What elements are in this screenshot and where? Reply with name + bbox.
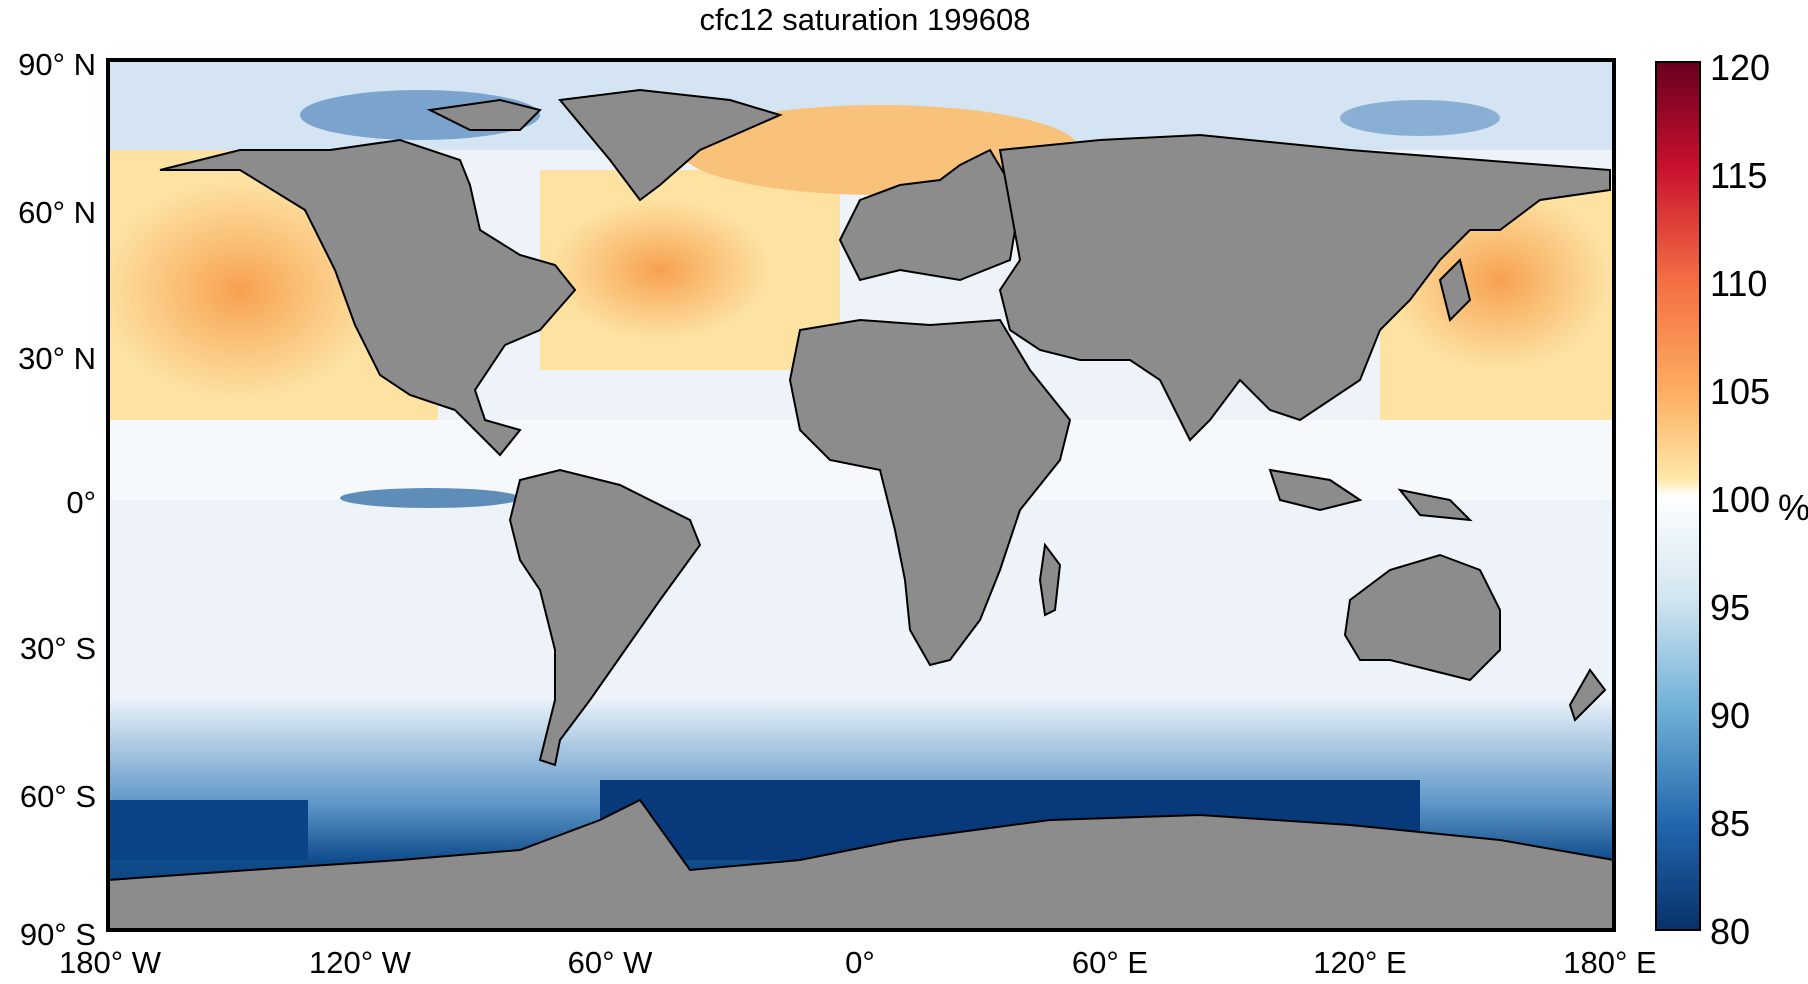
lon-label-120w: 120° W [309, 945, 411, 980]
lat-label-30n: 30° N [18, 341, 96, 376]
lat-label-0: 0° [66, 485, 96, 520]
asia [998, 133, 1611, 442]
lon-label-180w: 180° W [59, 945, 161, 980]
map-title: cfc12 saturation 199608 [699, 2, 1031, 37]
lat-label-60s: 60° S [19, 779, 96, 814]
lat-label-90s: 90° S [19, 917, 96, 952]
lon-label-180e: 180° E [1563, 945, 1657, 980]
lon-label-0: 0° [845, 945, 875, 980]
colorbar-tick: 115 [1710, 155, 1768, 196]
colorbar [1655, 61, 1701, 931]
colorbar-tick: 85 [1710, 803, 1751, 844]
colorbar-unit: % [1778, 487, 1808, 528]
africa [788, 318, 1072, 667]
lat-label-60n: 60° N [18, 195, 96, 230]
south-america [508, 468, 702, 767]
colorbar-tick: 120 [1710, 47, 1771, 88]
lat-label-90n: 90° N [18, 47, 96, 82]
greenland [558, 88, 783, 202]
land-masses [108, 88, 1614, 930]
lat-label-30s: 30° S [19, 631, 96, 666]
map-frame [106, 58, 1616, 932]
north-america [159, 138, 577, 457]
australia [1343, 553, 1501, 682]
colorbar-tick: 100 [1710, 479, 1771, 520]
colorbar-tick: 110 [1710, 263, 1768, 304]
colorbar-tick: 95 [1710, 587, 1751, 628]
lon-label-60e: 60° E [1071, 945, 1149, 980]
lon-label-60w: 60° W [567, 945, 653, 980]
lon-label-120e: 120° E [1313, 945, 1407, 980]
colorbar-tick: 90 [1710, 695, 1751, 736]
antarctica [108, 798, 1614, 930]
colorbar-tick: 105 [1710, 371, 1771, 412]
colorbar-tick: 80 [1710, 911, 1751, 952]
